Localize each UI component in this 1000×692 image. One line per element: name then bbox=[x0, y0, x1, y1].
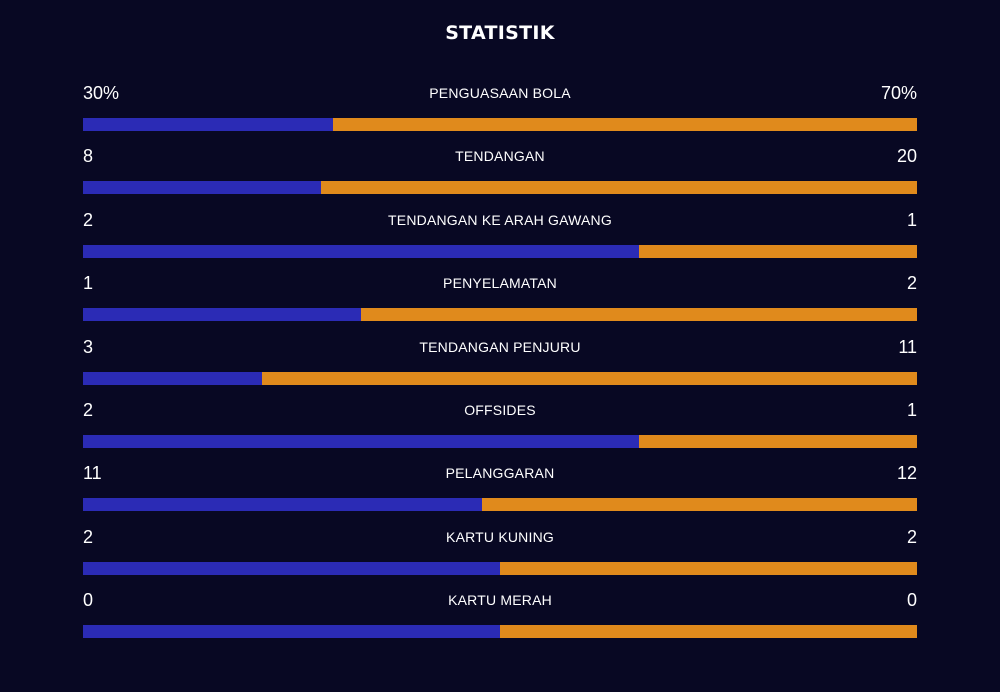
home-value: 11 bbox=[83, 463, 102, 484]
stat-label: PELANGGARAN bbox=[445, 465, 555, 482]
home-value: 30% bbox=[83, 83, 120, 103]
comparison-bar bbox=[83, 118, 917, 131]
home-bar-segment bbox=[83, 244, 640, 258]
comparison-bar bbox=[83, 244, 917, 258]
stat-row-corners: 3 TENDANGAN PENJURU 11 bbox=[83, 335, 917, 398]
stat-label: TENDANGAN KE ARAH GAWANG bbox=[388, 211, 612, 228]
away-bar-segment bbox=[333, 118, 917, 131]
home-bar-segment bbox=[83, 308, 361, 322]
away-value: 2 bbox=[906, 273, 917, 294]
away-bar-segment bbox=[639, 244, 917, 258]
stat-row-fouls: 11 PELANGGARAN 12 bbox=[83, 461, 917, 524]
away-value: 1 bbox=[906, 209, 917, 230]
away-bar-segment bbox=[360, 308, 917, 322]
comparison-bar bbox=[83, 308, 917, 322]
home-value: 8 bbox=[83, 146, 94, 167]
away-value: 12 bbox=[896, 463, 917, 484]
stat-label: OFFSIDES bbox=[464, 401, 536, 418]
home-value: 3 bbox=[83, 336, 94, 357]
stat-label: TENDANGAN PENJURU bbox=[419, 338, 581, 355]
comparison-bar bbox=[83, 625, 917, 639]
away-bar-segment bbox=[321, 181, 917, 195]
home-bar-segment bbox=[83, 434, 640, 448]
home-bar-segment bbox=[83, 181, 322, 195]
home-bar-segment bbox=[83, 371, 262, 385]
stat-label: TENDANGAN bbox=[455, 148, 545, 165]
home-bar-segment bbox=[83, 625, 500, 639]
away-bar-segment bbox=[500, 561, 917, 575]
home-bar-segment bbox=[83, 498, 482, 512]
comparison-bar bbox=[83, 371, 917, 385]
stat-row-shots: 8 TENDANGAN 20 bbox=[83, 144, 917, 207]
comparison-bar bbox=[83, 498, 917, 512]
comparison-bar bbox=[83, 181, 917, 195]
home-value: 2 bbox=[83, 399, 94, 420]
away-value: 20 bbox=[896, 146, 917, 167]
away-bar-segment bbox=[481, 498, 917, 512]
stat-label: KARTU MERAH bbox=[448, 592, 552, 609]
stat-row-offsides: 2 OFFSIDES 1 bbox=[83, 398, 917, 461]
stat-label: PENYELAMATAN bbox=[443, 275, 557, 292]
stat-row-saves: 1 PENYELAMATAN 2 bbox=[83, 271, 917, 334]
home-bar-segment bbox=[83, 561, 500, 575]
home-bar-segment bbox=[83, 118, 334, 131]
away-bar-segment bbox=[500, 625, 917, 639]
comparison-bar bbox=[83, 434, 917, 448]
stat-label: KARTU KUNING bbox=[446, 528, 554, 545]
away-bar-segment bbox=[261, 371, 917, 385]
home-value: 1 bbox=[83, 273, 94, 294]
away-value: 1 bbox=[906, 399, 917, 420]
home-value: 2 bbox=[83, 526, 94, 547]
stat-row-shots-on-target: 2 TENDANGAN KE ARAH GAWANG 1 bbox=[83, 208, 917, 271]
home-value: 2 bbox=[83, 209, 94, 230]
stats-list: 30% PENGUASAAN BOLA 70% 8 TENDANGAN 20 2… bbox=[83, 81, 917, 652]
stat-row-yellow-cards: 2 KARTU KUNING 2 bbox=[83, 525, 917, 588]
home-value: 0 bbox=[83, 590, 94, 611]
away-value: 11 bbox=[898, 336, 917, 357]
comparison-bar bbox=[83, 561, 917, 575]
away-bar-segment bbox=[639, 434, 917, 448]
away-value: 2 bbox=[906, 526, 917, 547]
page-title: STATISTIK bbox=[445, 22, 555, 44]
stat-row-possession: 30% PENGUASAAN BOLA 70% bbox=[83, 81, 917, 144]
stat-row-red-cards: 0 KARTU MERAH 0 bbox=[83, 588, 917, 651]
away-value: 70% bbox=[880, 83, 917, 103]
stat-label: PENGUASAAN BOLA bbox=[429, 85, 571, 101]
away-value: 0 bbox=[906, 590, 917, 611]
